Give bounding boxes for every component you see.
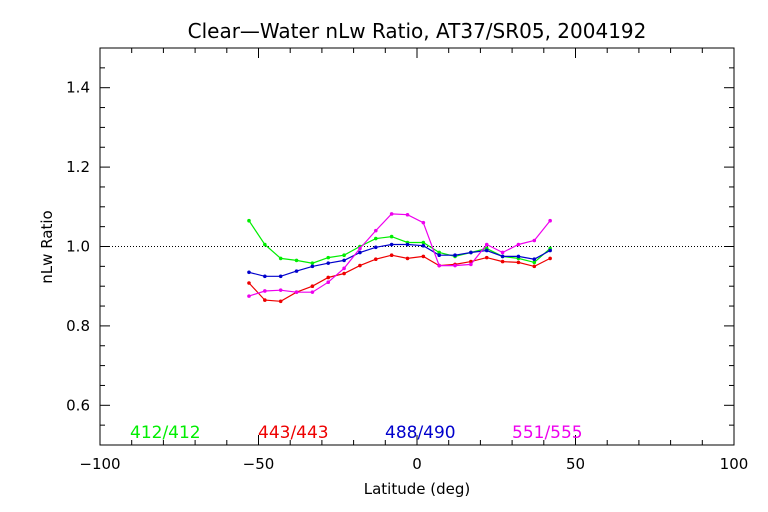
legend-entry: 412/412	[130, 423, 201, 443]
data-point	[389, 234, 394, 239]
data-point	[358, 263, 362, 268]
data-point	[247, 218, 251, 223]
data-point	[247, 294, 251, 298]
x-tick-label: 0	[412, 455, 422, 473]
data-point	[278, 256, 283, 261]
series-412-412	[247, 218, 552, 265]
data-point	[263, 298, 267, 302]
data-point	[373, 245, 378, 250]
series-line	[248, 243, 551, 277]
data-point	[263, 289, 267, 293]
series-551-555	[247, 212, 552, 298]
series-layer	[247, 212, 552, 304]
data-point	[310, 284, 315, 289]
data-point	[326, 275, 331, 280]
data-point	[437, 263, 441, 268]
data-point	[500, 259, 505, 264]
data-point	[437, 253, 441, 258]
data-point	[484, 255, 489, 260]
data-point	[310, 264, 315, 269]
x-tick-label: 100	[720, 455, 749, 473]
data-point	[326, 280, 331, 285]
data-point	[484, 248, 489, 253]
data-point	[405, 242, 410, 247]
data-point	[373, 236, 378, 241]
y-tick-label: 1.0	[66, 238, 90, 256]
data-point	[516, 260, 521, 265]
data-point	[263, 274, 267, 279]
data-point	[500, 250, 505, 255]
data-point	[342, 271, 346, 276]
data-point	[342, 266, 346, 271]
chart-title: Clear—Water nLw Ratio, AT37/SR05, 200419…	[188, 19, 647, 43]
legend: 412/412 443/443 488/490 551/555	[130, 423, 583, 443]
x-axis-label: Latitude (deg)	[364, 480, 470, 498]
data-point	[516, 254, 521, 259]
y-axis: 0.6 0.8 1.0 1.2 1.4	[66, 47, 734, 446]
x-tick-label: −50	[243, 455, 275, 473]
data-point	[358, 250, 362, 255]
data-point	[548, 218, 552, 223]
series-line	[248, 254, 551, 302]
data-point	[532, 260, 537, 265]
data-point	[342, 258, 346, 263]
series-line	[248, 213, 551, 297]
data-point	[421, 240, 426, 245]
data-point	[294, 290, 299, 294]
data-point	[247, 270, 251, 275]
data-point	[326, 255, 331, 260]
data-point	[263, 242, 267, 247]
data-point	[405, 256, 410, 261]
data-point	[294, 258, 299, 263]
series-443-443	[247, 253, 552, 304]
legend-entry: 488/490	[385, 423, 456, 443]
data-point	[469, 262, 473, 267]
x-tick-label: 50	[566, 455, 585, 473]
data-point	[278, 274, 283, 279]
data-point	[437, 250, 441, 255]
data-point	[405, 212, 410, 217]
y-tick-label: 0.6	[66, 396, 90, 414]
data-point	[373, 257, 378, 262]
data-point	[421, 243, 426, 248]
data-point	[278, 299, 283, 304]
x-tick-label: −100	[79, 455, 120, 473]
data-point	[532, 264, 537, 269]
data-point	[389, 212, 394, 216]
data-point	[389, 242, 394, 247]
data-point	[247, 281, 251, 285]
data-point	[516, 242, 521, 247]
legend-entry: 551/555	[512, 423, 583, 443]
data-point	[500, 254, 505, 259]
data-point	[532, 257, 537, 262]
data-point	[342, 253, 346, 258]
y-tick-label: 0.8	[66, 317, 90, 335]
y-tick-label: 1.2	[66, 158, 90, 176]
data-point	[310, 290, 315, 294]
y-tick-label: 1.4	[66, 79, 90, 97]
legend-entry: 443/443	[258, 423, 329, 443]
data-point	[373, 228, 378, 233]
data-point	[310, 261, 315, 265]
data-point	[421, 254, 426, 259]
data-point	[453, 253, 457, 258]
data-point	[484, 242, 489, 247]
data-point	[294, 269, 299, 273]
data-point	[358, 246, 362, 251]
x-axis: −100 −50 0 50 100	[79, 48, 748, 473]
data-point	[548, 256, 552, 261]
data-point	[278, 288, 283, 292]
y-axis-label: nLw Ratio	[38, 210, 56, 283]
data-point	[389, 253, 394, 258]
data-point	[421, 220, 426, 225]
data-point	[548, 248, 552, 253]
plot-frame	[99, 47, 735, 446]
data-point	[469, 250, 473, 255]
data-point	[532, 238, 537, 243]
data-point	[326, 261, 331, 265]
series-488-490	[247, 242, 552, 279]
data-point	[453, 263, 457, 268]
